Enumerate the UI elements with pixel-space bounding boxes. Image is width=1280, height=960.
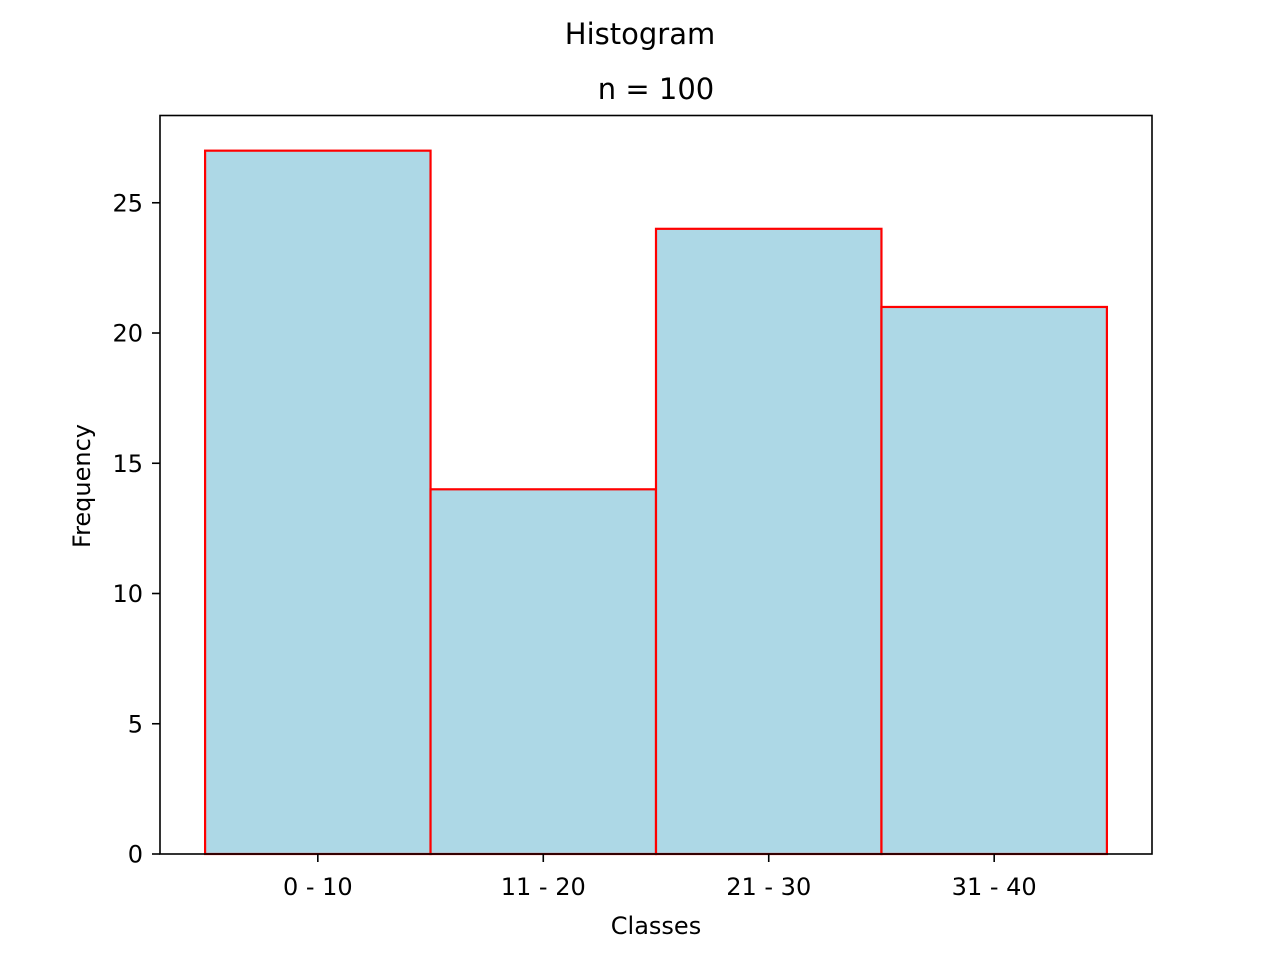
- x-axis-label: Classes: [611, 912, 701, 940]
- plot-area-frame: [159, 114, 1153, 855]
- bar-2: [429, 488, 658, 856]
- x-axis: 0 - 10 11 - 20 21 - 30 31 - 40: [283, 854, 1037, 901]
- y-axis-label: Frequency: [68, 424, 96, 548]
- x-tick-label-3: 31 - 40: [952, 873, 1037, 901]
- x-tick-label-0: 0 - 10: [283, 873, 353, 901]
- y-tick-label-2: 10: [112, 580, 143, 608]
- bars-group: [203, 149, 1109, 856]
- bar-1: [203, 149, 432, 856]
- y-tick-label-0: 0: [128, 841, 143, 869]
- y-tick-label-5: 25: [112, 189, 143, 217]
- x-tick-label-2: 21 - 30: [726, 873, 811, 901]
- chart-subtitle: n = 100: [598, 72, 714, 106]
- bar-3: [654, 227, 883, 856]
- bar-4: [880, 305, 1109, 856]
- y-tick-label-3: 15: [112, 450, 143, 478]
- y-axis: 0 5 10 15 20 25: [112, 189, 160, 869]
- y-tick-label-4: 20: [112, 320, 143, 348]
- x-tick-label-1: 11 - 20: [501, 873, 586, 901]
- y-tick-label-1: 5: [128, 710, 143, 738]
- chart-title: Histogram: [565, 17, 715, 51]
